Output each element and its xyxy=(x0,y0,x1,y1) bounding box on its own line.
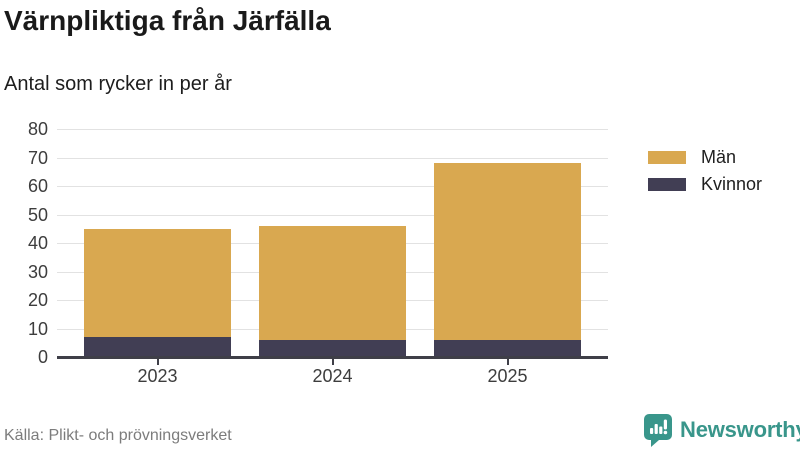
bar-segment-män-2025[interactable] xyxy=(434,163,581,340)
bar-segment-kvinnor-2023[interactable] xyxy=(84,337,231,357)
gridline-60 xyxy=(57,186,608,187)
x-tick-label-2023: 2023 xyxy=(137,366,178,386)
x-tick-2025 xyxy=(506,359,509,365)
y-tick-label-40: 40 xyxy=(27,233,48,253)
legend-item-män: Män xyxy=(648,144,762,171)
x-tick-label-2024: 2024 xyxy=(312,366,353,386)
gridline-70 xyxy=(57,157,608,159)
bar-segment-män-2023[interactable] xyxy=(84,228,231,338)
bar-segment-män-2024[interactable] xyxy=(259,225,406,340)
source-note: Källa: Plikt- och prövningsverket xyxy=(4,427,232,444)
legend: Män Kvinnor xyxy=(648,144,762,198)
legend-label-män: Män xyxy=(701,147,737,167)
bar-2024[interactable] xyxy=(259,225,406,357)
chart-title: Värnpliktiga från Järfälla xyxy=(4,5,331,36)
legend-label-kvinnor: Kvinnor xyxy=(701,174,763,194)
y-tick-label-80: 80 xyxy=(27,119,48,139)
bar-2023[interactable] xyxy=(84,228,231,357)
y-tick-label-10: 10 xyxy=(27,318,48,339)
chart-subtitle: Antal som rycker in per år xyxy=(4,73,232,95)
plot-area xyxy=(57,129,608,359)
bar-2025[interactable] xyxy=(434,163,581,357)
y-tick-label-20: 20 xyxy=(27,290,48,310)
y-tick-label-0: 0 xyxy=(37,347,48,367)
y-tick-label-50: 50 xyxy=(27,204,48,225)
gridline-50 xyxy=(57,214,608,216)
y-tick-label-60: 60 xyxy=(27,176,48,196)
newsworthy-icon xyxy=(644,414,672,447)
legend-swatch-män xyxy=(648,151,686,164)
x-tick-2024 xyxy=(331,359,334,365)
bar-segment-kvinnor-2025[interactable] xyxy=(434,339,581,357)
x-tick-label-2025: 2025 xyxy=(487,366,528,386)
brand-name: Newsworthy xyxy=(680,417,800,442)
bar-segment-kvinnor-2024[interactable] xyxy=(259,339,406,357)
y-tick-label-70: 70 xyxy=(27,147,48,168)
x-axis-line xyxy=(57,356,608,359)
legend-item-kvinnor: Kvinnor xyxy=(648,171,762,198)
x-tick-2023 xyxy=(156,359,159,365)
brand-logo: Newsworthy xyxy=(643,413,800,447)
gridline-80 xyxy=(57,129,608,130)
y-tick-label-30: 30 xyxy=(27,261,48,282)
legend-swatch-kvinnor xyxy=(648,178,686,191)
